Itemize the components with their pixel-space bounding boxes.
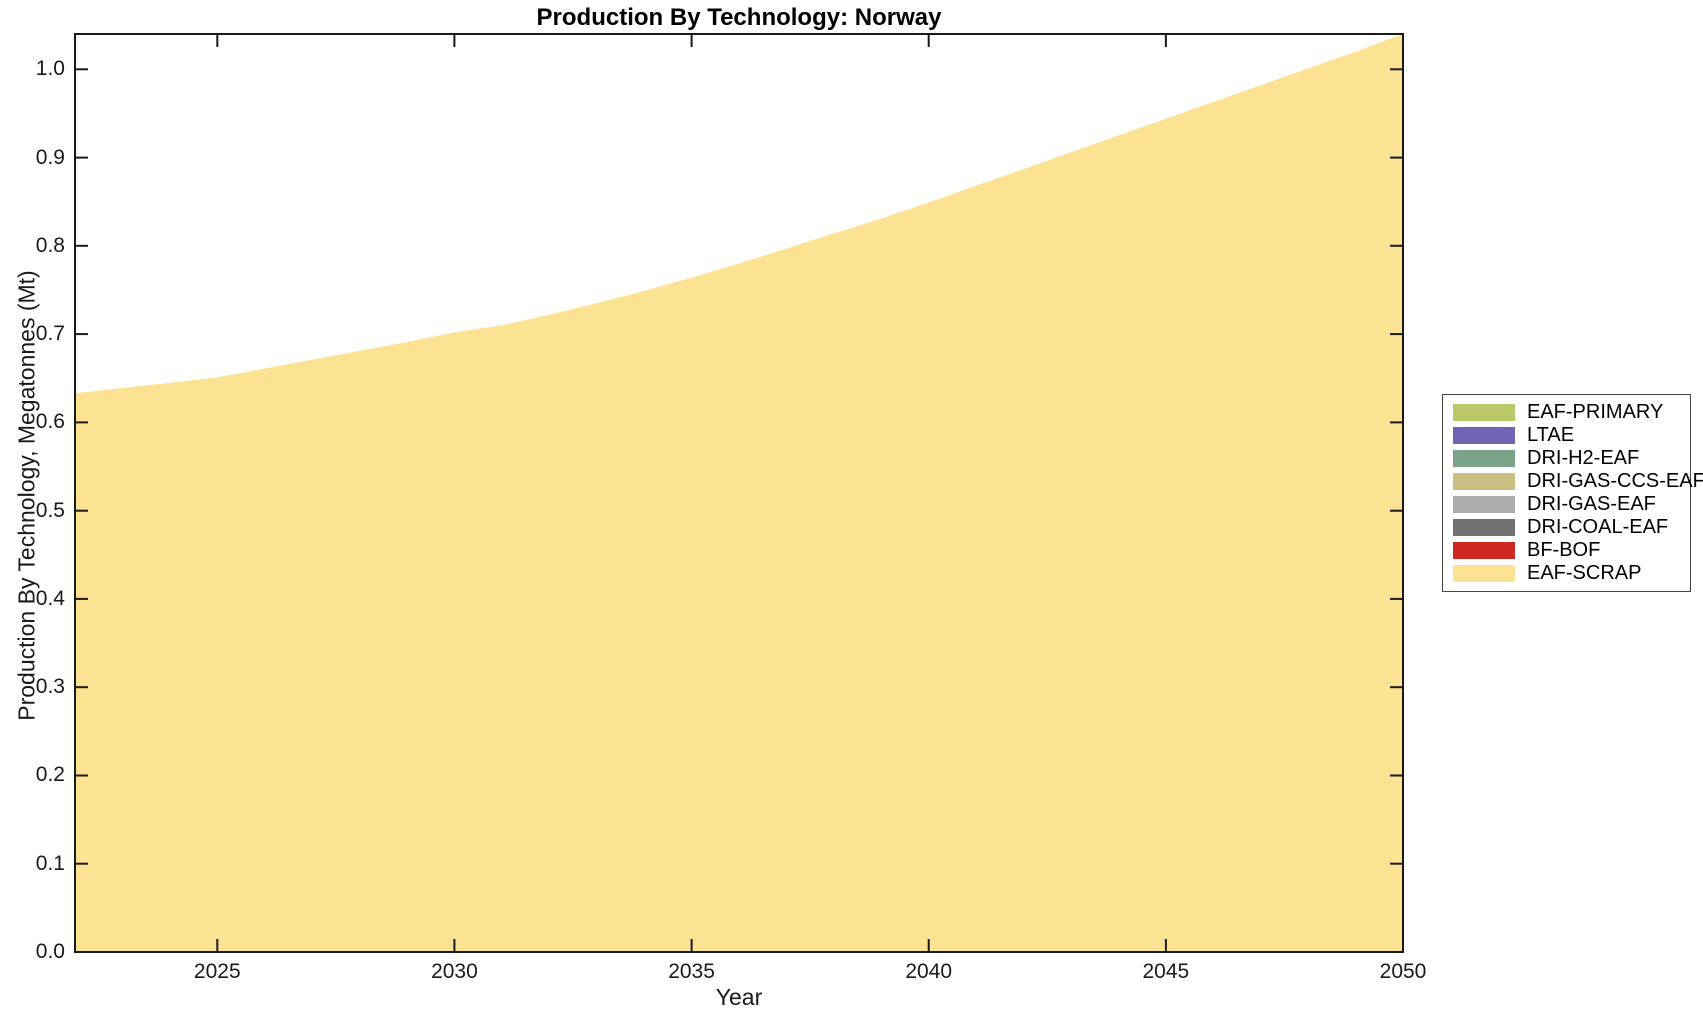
legend-label: EAF-SCRAP: [1527, 562, 1642, 584]
legend-item-dri-gas-ccs-eaf: DRI-GAS-CCS-EAF: [1453, 470, 1703, 493]
legend: EAF-PRIMARY LTAE DRI-H2-EAF DRI-GAS-CCS-EAF…: [1442, 394, 1703, 592]
legend-item-eaf-primary: EAF-PRIMARY: [1453, 401, 1690, 424]
y-tick-label: 0.8: [35, 233, 65, 257]
y-tick-label: 0.0: [35, 940, 65, 963]
legend-item-ltae: LTAE: [1453, 424, 1690, 447]
x-tick-label: 2045: [1142, 960, 1190, 983]
y-tick-label: 1.0: [35, 57, 65, 81]
y-tick-label: 0.3: [35, 675, 65, 699]
y-tick-label: 0.9: [35, 145, 65, 169]
legend-label: EAF-PRIMARY: [1527, 401, 1664, 423]
y-tick-label: 0.6: [35, 410, 65, 434]
y-tick-label: 0.2: [35, 763, 65, 787]
area-eaf-scrap: [75, 34, 1403, 952]
legend-label: DRI-GAS-EAF: [1527, 493, 1656, 515]
legend-label: DRI-COAL-EAF: [1527, 516, 1669, 538]
y-tick-label: 0.1: [35, 851, 65, 875]
x-tick-label: 2030: [431, 960, 478, 983]
axes-box: [74, 33, 1404, 953]
y-axis-label: Production By Technology, Megatonnes (Mt…: [13, 270, 40, 721]
legend-item-dri-gas-eaf: DRI-GAS-EAF: [1453, 493, 1690, 516]
legend-swatch-icon: [1453, 542, 1515, 559]
legend-item-dri-h2-eaf: DRI-H2-EAF: [1453, 447, 1690, 470]
legend-swatch-icon: [1453, 565, 1515, 582]
legend-item-eaf-scrap: EAF-SCRAP: [1453, 562, 1690, 585]
legend-label: DRI-GAS-CCS-EAF: [1527, 470, 1703, 492]
x-tick-label: 2050: [1379, 960, 1427, 983]
x-tick-label: 2025: [193, 960, 241, 983]
legend-item-dri-coal-eaf: DRI-COAL-EAF: [1453, 516, 1690, 539]
legend-swatch-icon: [1453, 404, 1515, 421]
x-tick-label: 2035: [668, 960, 715, 983]
legend-label: DRI-H2-EAF: [1527, 447, 1640, 469]
legend-swatch-icon: [1453, 496, 1515, 513]
y-tick-label: 0.5: [35, 498, 65, 522]
legend-label: LTAE: [1527, 424, 1575, 446]
legend-swatch-icon: [1453, 450, 1515, 467]
legend-swatch-icon: [1453, 519, 1515, 536]
legend-item-bf-bof: BF-BOF: [1453, 539, 1690, 562]
legend-label: BF-BOF: [1527, 539, 1601, 561]
legend-swatch-icon: [1453, 427, 1515, 444]
legend-swatch-icon: [1453, 473, 1515, 490]
y-tick-label: 0.7: [35, 322, 65, 346]
x-axis-label: Year: [715, 984, 763, 1010]
x-tick-label: 2040: [905, 960, 953, 983]
y-tick-label: 0.4: [35, 586, 65, 610]
chart-title: Production By Technology: Norway: [536, 4, 942, 31]
